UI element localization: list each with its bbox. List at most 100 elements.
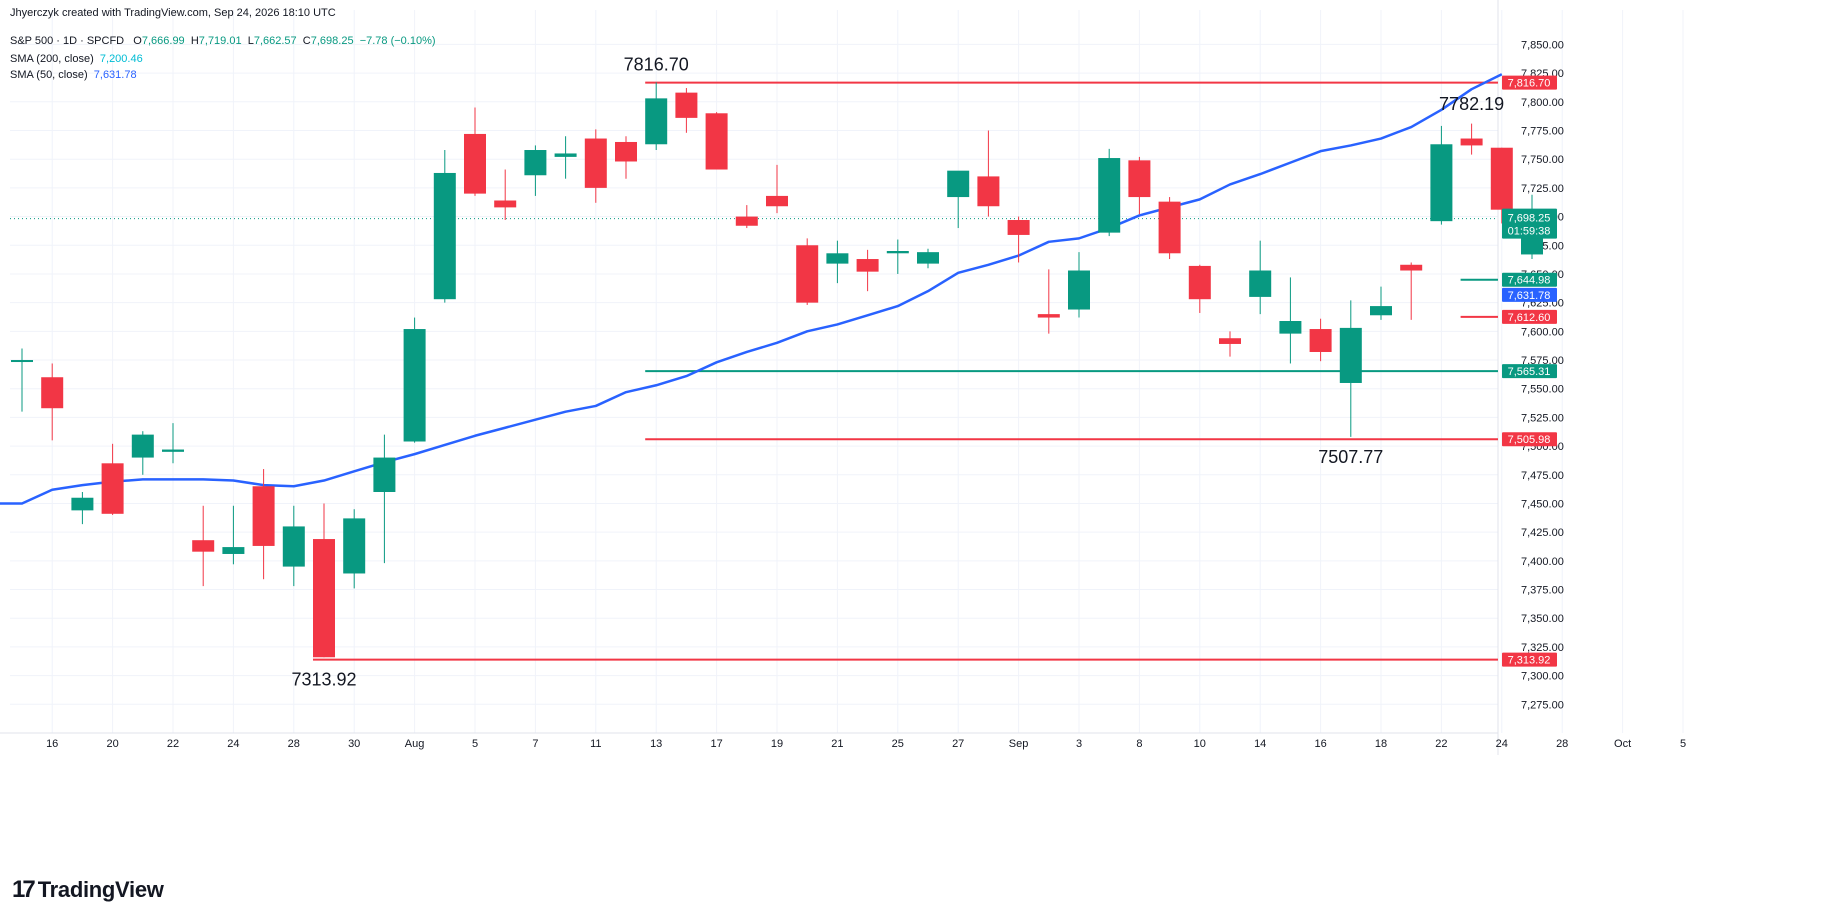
candle-body	[1037, 314, 1060, 318]
candle-body	[1098, 158, 1121, 233]
candle-body	[433, 172, 456, 300]
candle-body	[131, 434, 154, 458]
y-tick-label: 7,425.00	[1521, 527, 1564, 539]
x-tick-label: 3	[1076, 738, 1082, 750]
candle-body	[1219, 338, 1241, 344]
level-price-tag: 7,565.31	[1508, 366, 1551, 378]
tradingview-logo[interactable]: 17 TradingView	[12, 876, 164, 904]
open-label: O	[133, 35, 142, 47]
candle-body	[947, 170, 970, 198]
y-tick-label: 7,300.00	[1521, 671, 1564, 683]
x-tick-label: 30	[348, 738, 360, 750]
x-tick-label: 10	[1194, 738, 1206, 750]
sma200-value: 7,200.46	[99, 53, 143, 65]
price-annotation: 7782.19	[1439, 94, 1504, 114]
y-tick-label: 7,725.00	[1521, 183, 1564, 195]
change-value: −7.78 (−0.10%)	[359, 35, 436, 47]
candle-body	[162, 449, 184, 452]
candle-body	[1490, 147, 1513, 210]
candle-body	[1188, 265, 1211, 300]
y-tick-label: 7,375.00	[1521, 585, 1564, 597]
y-tick-label: 7,775.00	[1521, 126, 1564, 138]
chart-credit: Jhyerczyk created with TradingView.com, …	[10, 7, 336, 19]
candle-body	[282, 526, 305, 567]
y-tick-label: 7,550.00	[1521, 384, 1564, 396]
x-tick-label: 8	[1136, 738, 1142, 750]
countdown-tag: 01:59:38	[1508, 226, 1551, 238]
candle-body	[705, 113, 728, 170]
price-annotation: 7313.92	[291, 670, 356, 690]
y-tick-label: 7,350.00	[1521, 613, 1564, 625]
x-tick-label: 22	[1435, 738, 1447, 750]
x-tick-label: 14	[1254, 738, 1266, 750]
candle-body	[403, 329, 426, 442]
x-tick-label: 21	[831, 738, 843, 750]
candle-body	[554, 153, 577, 157]
candle-body	[1370, 306, 1392, 316]
x-tick-label: 27	[952, 738, 964, 750]
close-value: 7,698.25	[310, 35, 354, 47]
level-price-tag: 7,505.98	[1508, 434, 1551, 446]
y-tick-label: 7,800.00	[1521, 97, 1564, 109]
level-price-tag-bg	[1502, 364, 1557, 379]
high-value: 7,719.01	[198, 35, 242, 47]
ohlc-legend: S&P 500 · 1D · SPCFD O7,666.99 H7,719.01…	[10, 34, 436, 48]
candle-body	[675, 92, 698, 118]
price-annotation: 7816.70	[624, 55, 689, 75]
level-price-tag-bg	[1502, 75, 1557, 90]
x-tick-label: 7	[532, 738, 538, 750]
y-tick-label: 7,575.00	[1521, 355, 1564, 367]
last-price-tag: 7,698.25	[1508, 213, 1551, 225]
sma200-label: SMA (200, close)	[10, 53, 94, 65]
sma50-legend[interactable]: SMA (50, close) 7,631.78	[10, 68, 137, 82]
y-tick-label: 7,750.00	[1521, 154, 1564, 166]
level-price-tag-bg	[1502, 652, 1557, 667]
candle-body	[11, 360, 33, 363]
candle-body	[1068, 270, 1090, 310]
candle-body	[373, 457, 396, 492]
x-tick-label: 22	[167, 738, 179, 750]
candle-body	[41, 377, 64, 409]
x-tick-label: 5	[1680, 738, 1686, 750]
candle-body	[71, 497, 94, 511]
candle-body	[313, 539, 335, 658]
sma200-legend[interactable]: SMA (200, close) 7,200.46	[10, 52, 143, 66]
candle-body	[343, 518, 366, 574]
x-tick-label: Sep	[1009, 738, 1029, 750]
candle-body	[1460, 138, 1483, 146]
candle-body	[1249, 270, 1272, 297]
candle-body	[796, 245, 819, 303]
tradingview-logo-text: TradingView	[37, 877, 164, 902]
level-price-tag-bg	[1502, 272, 1557, 287]
y-tick-label: 7,325.00	[1521, 642, 1564, 654]
candle-body	[1400, 264, 1423, 271]
x-tick-label: Oct	[1614, 738, 1631, 750]
x-tick-label: Aug	[405, 738, 425, 750]
close-label: C	[302, 35, 311, 47]
high-label: H	[190, 35, 199, 47]
last-price-tag-bg	[1502, 208, 1557, 239]
x-tick-label: 11	[590, 738, 601, 750]
low-value: 7,662.57	[253, 35, 297, 47]
sma50-label: SMA (50, close)	[10, 69, 88, 81]
x-tick-label: 24	[227, 738, 239, 750]
level-price-tag: 7,313.92	[1508, 655, 1551, 667]
sma50-line	[0, 73, 1503, 505]
candle-body	[1158, 201, 1181, 254]
candle-body	[766, 195, 788, 207]
candle-body	[1128, 160, 1151, 198]
candle-body	[1279, 321, 1302, 334]
sma50-value: 7,631.78	[93, 69, 137, 81]
candle-body	[977, 176, 1000, 207]
x-tick-label: 17	[710, 738, 722, 750]
x-tick-label: 24	[1496, 738, 1508, 750]
y-tick-label: 7,400.00	[1521, 556, 1564, 568]
candle-body	[494, 200, 517, 208]
candle-body	[1430, 144, 1453, 222]
candle-body	[615, 141, 637, 162]
x-tick-label: 25	[892, 738, 904, 750]
y-tick-label: 7,450.00	[1521, 498, 1564, 510]
level-price-tag: 7,644.98	[1508, 275, 1551, 287]
tradingview-logo-icon: 17	[12, 876, 36, 903]
